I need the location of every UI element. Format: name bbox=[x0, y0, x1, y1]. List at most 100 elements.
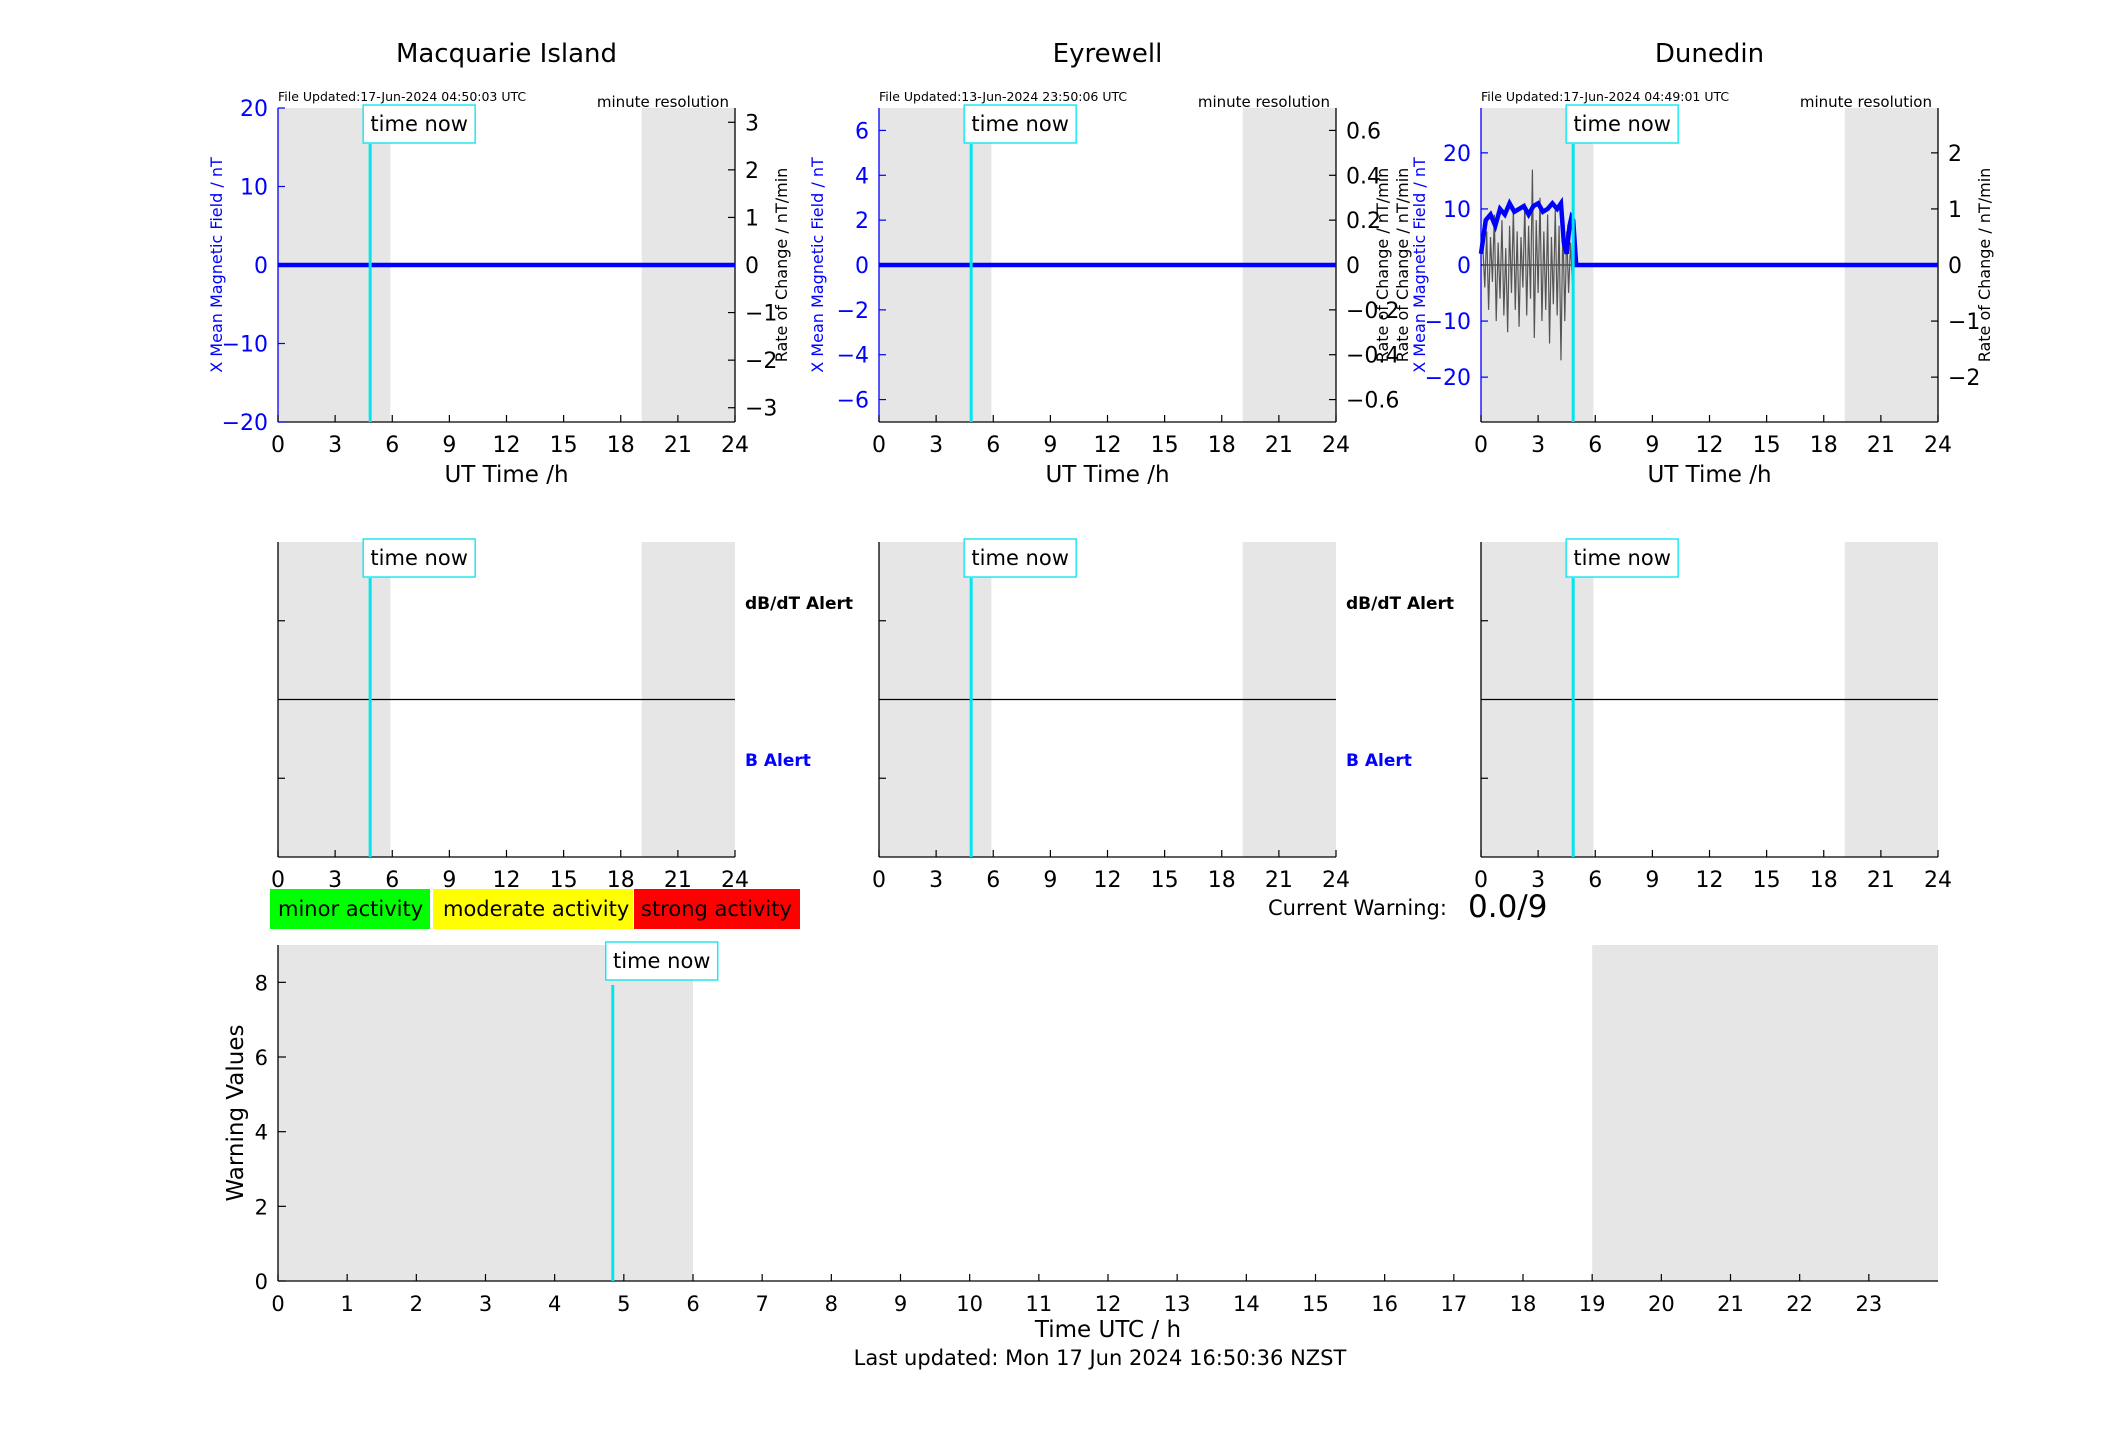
time-now-box bbox=[362, 538, 476, 578]
x-tick-label: 6 bbox=[986, 868, 1000, 893]
x-field-series bbox=[1478, 196, 1938, 268]
mid-panel-3: 0 3 6 9 12 15 18 21 24 time now bbox=[1474, 538, 1952, 893]
time-now-label: time now bbox=[1573, 112, 1670, 136]
x-tick-label: 15 bbox=[1753, 868, 1781, 893]
y-right-tick-label: 0 bbox=[1948, 254, 1962, 279]
x-tick-label: 15 bbox=[550, 433, 578, 458]
x-tick-label: 18 bbox=[1810, 433, 1838, 458]
x-tick-label: 15 bbox=[1753, 433, 1781, 458]
y-right-tick-label: 0.6 bbox=[1346, 119, 1381, 144]
x-tick-label: 12 bbox=[493, 868, 521, 893]
y-left-tick-label: −6 bbox=[837, 389, 869, 414]
night-shade bbox=[278, 945, 693, 1281]
y-right-axis-label: Rate of Change / nT/min bbox=[772, 168, 791, 363]
y-right-axis-label: Rate of Change / nT/min bbox=[1975, 168, 1994, 363]
y-left-tick-label: 4 bbox=[855, 164, 869, 189]
x-tick-label: 21 bbox=[1265, 868, 1293, 893]
x-tick-label: 6 bbox=[1588, 868, 1602, 893]
time-now-label: time now bbox=[971, 546, 1068, 570]
y-left-tick-label: −20 bbox=[222, 411, 268, 436]
x-tick-label: 0 bbox=[271, 433, 285, 458]
y-right-tick-label: 1 bbox=[745, 206, 759, 231]
x-tick-label: 16 bbox=[1371, 1292, 1398, 1316]
bot-panel-1: 0 1 2 3 4 5 6 7 8 9 10 11 12 13 14 15 16 17 18 19 20 21 22 2302… bbox=[223, 941, 1938, 1343]
legend-minor-label: minor activity bbox=[278, 897, 423, 921]
y-tick-label: 4 bbox=[255, 1121, 268, 1145]
x-tick-label: 9 bbox=[1043, 433, 1057, 458]
x-axis-label: UT Time /h bbox=[444, 462, 568, 488]
y-axis-label: Warning Values bbox=[223, 1024, 249, 1201]
b-alert-label: B Alert bbox=[745, 751, 811, 771]
y-left-tick-label: 2 bbox=[855, 209, 869, 234]
last-updated-text: Last updated: Mon 17 Jun 2024 16:50:36 N… bbox=[854, 1346, 1347, 1370]
y-left-tick-label: 20 bbox=[240, 97, 268, 122]
y-tick-label: 6 bbox=[255, 1046, 268, 1070]
mid-panel-1: 0 3 6 9 12 15 18 21 24 dB/dT Alert B Alert time now bbox=[271, 538, 853, 893]
y-tick-label: 8 bbox=[255, 971, 268, 995]
top-panel-2: 0 3 6 9 12 15 18 21 24−6−4−20246−0.6−0.4−0.200.2… bbox=[808, 39, 1399, 488]
x-tick-label: 0 bbox=[271, 1292, 284, 1316]
x-axis-label: UT Time /h bbox=[1045, 462, 1169, 488]
y-right-tick-label: −2 bbox=[745, 349, 777, 374]
x-tick-label: 21 bbox=[1265, 433, 1293, 458]
x-tick-label: 12 bbox=[1696, 868, 1724, 893]
x-tick-label: 3 bbox=[328, 868, 342, 893]
x-tick-label: 15 bbox=[1302, 1292, 1329, 1316]
time-now-box bbox=[963, 104, 1077, 144]
x-tick-label: 24 bbox=[1322, 868, 1350, 893]
x-tick-label: 0 bbox=[1474, 868, 1488, 893]
x-tick-label: 19 bbox=[1579, 1292, 1606, 1316]
y-right-tick-label: −2 bbox=[1948, 366, 1980, 391]
b-alert-label: B Alert bbox=[1346, 751, 1412, 771]
time-now-box bbox=[1565, 104, 1679, 144]
x-tick-label: 18 bbox=[1510, 1292, 1537, 1316]
x-tick-label: 0 bbox=[1474, 433, 1488, 458]
y-right-tick-label: −1 bbox=[1948, 310, 1980, 335]
y-right-axis-label: Rate of Change / nT/min bbox=[1373, 168, 1392, 363]
rate-of-change-series bbox=[1482, 169, 1573, 361]
x-tick-label: 0 bbox=[271, 868, 285, 893]
x-tick-label: 0 bbox=[872, 433, 886, 458]
time-now-label: time now bbox=[613, 949, 710, 973]
x-tick-label: 15 bbox=[1151, 868, 1179, 893]
x-tick-label: 3 bbox=[328, 433, 342, 458]
x-tick-label: 21 bbox=[1867, 868, 1895, 893]
y-right-tick-label: 2 bbox=[745, 159, 759, 184]
x-tick-label: 3 bbox=[479, 1292, 492, 1316]
x-tick-label: 14 bbox=[1233, 1292, 1260, 1316]
dbdt-alert-label: dB/dT Alert bbox=[745, 594, 853, 614]
time-now-label: time now bbox=[971, 112, 1068, 136]
y-left-tick-label: 20 bbox=[1443, 142, 1471, 167]
x-tick-label: 5 bbox=[617, 1292, 630, 1316]
y-right-tick-label: −1 bbox=[745, 302, 777, 327]
y-right-tick-label: 3 bbox=[745, 111, 759, 136]
time-now-label: time now bbox=[370, 546, 467, 570]
night-shade bbox=[1592, 945, 1938, 1281]
x-tick-label: 9 bbox=[894, 1292, 907, 1316]
time-now-box bbox=[963, 538, 1077, 578]
y-left-axis-label: X Mean Magnetic Field / nT bbox=[1410, 157, 1429, 373]
panel-title: Dunedin bbox=[1655, 39, 1764, 69]
x-tick-label: 9 bbox=[442, 868, 456, 893]
x-tick-label: 4 bbox=[548, 1292, 561, 1316]
activity-legend: minor activity moderate activity strong … bbox=[270, 889, 800, 929]
y-left-axis-label: X Mean Magnetic Field / nT bbox=[808, 157, 827, 373]
legend-strong-label: strong activity bbox=[641, 897, 792, 921]
file-updated-text: File Updated:17-Jun-2024 04:50:03 UTC bbox=[278, 89, 526, 104]
mid-panel-2: 0 3 6 9 12 15 18 21 24 dB/dT Alert B Alert time now bbox=[872, 538, 1454, 893]
y-left-tick-label: 10 bbox=[240, 176, 268, 201]
y-right-tick-label: 0 bbox=[1346, 254, 1360, 279]
y-left-tick-label: −2 bbox=[837, 299, 869, 324]
file-updated-text: File Updated:17-Jun-2024 04:49:01 UTC bbox=[1481, 89, 1729, 104]
x-tick-label: 18 bbox=[607, 433, 635, 458]
x-tick-label: 3 bbox=[1531, 868, 1545, 893]
y-right-tick-label: 2 bbox=[1948, 142, 1962, 167]
time-now-box bbox=[605, 941, 719, 981]
x-tick-label: 22 bbox=[1786, 1292, 1813, 1316]
x-tick-label: 18 bbox=[1208, 433, 1236, 458]
dbdt-alert-label: dB/dT Alert bbox=[1346, 594, 1454, 614]
x-tick-label: 18 bbox=[1208, 868, 1236, 893]
x-tick-label: 24 bbox=[1322, 433, 1350, 458]
y-right-tick-label: 0 bbox=[745, 254, 759, 279]
resolution-text: minute resolution bbox=[1800, 93, 1932, 111]
